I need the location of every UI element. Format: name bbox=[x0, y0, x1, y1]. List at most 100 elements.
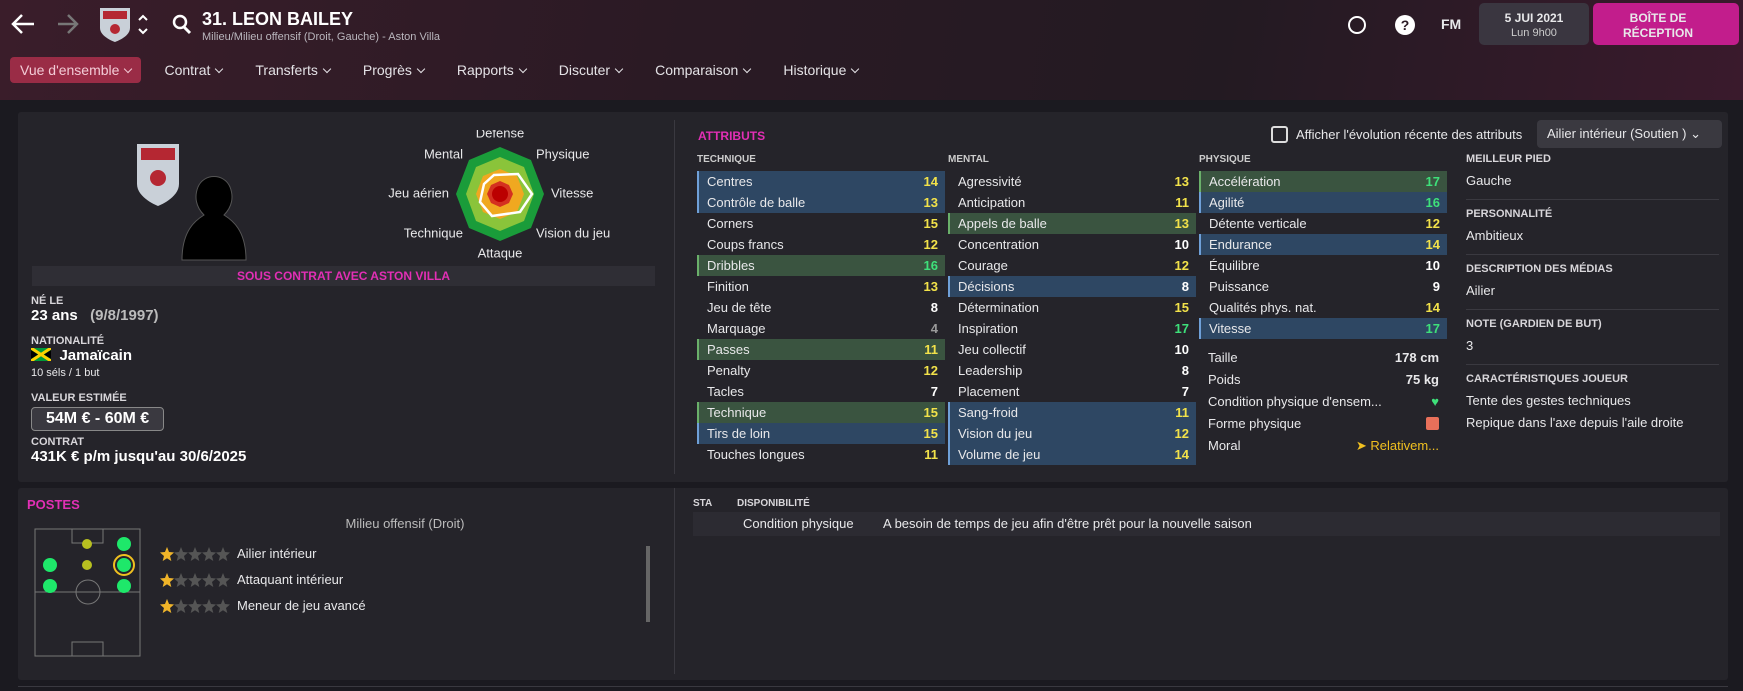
help-icon[interactable] bbox=[1395, 15, 1415, 35]
attribute-value: 14 bbox=[1174, 447, 1189, 462]
attribute-row: Appels de balle 13 bbox=[948, 213, 1196, 234]
physical-row: Poids 75 kg bbox=[1198, 369, 1446, 390]
nav-tab[interactable]: Transferts bbox=[245, 57, 340, 83]
attribute-name: Anticipation bbox=[958, 195, 1026, 210]
attribute-name: Corners bbox=[707, 216, 754, 231]
nav-tab[interactable]: Historique bbox=[773, 57, 868, 83]
physical-name: Condition physique d'ensem... bbox=[1208, 394, 1382, 409]
star-bg bbox=[216, 573, 230, 587]
attribute-name: Tirs de loin bbox=[707, 426, 771, 441]
attribute-name: Technique bbox=[707, 405, 767, 420]
attribute-row: Concentration 10 bbox=[948, 234, 1196, 255]
attribute-row: Marquage 4 bbox=[697, 318, 945, 339]
info-label: MEILLEUR PIED bbox=[1466, 153, 1551, 165]
attribute-name: Dribbles bbox=[707, 258, 755, 273]
attribute-value: 14 bbox=[923, 174, 938, 189]
attribute-name: Coups francs bbox=[707, 237, 784, 252]
nav-tab[interactable]: Comparaison bbox=[645, 57, 760, 83]
player-title: 31. LEON BAILEY bbox=[202, 9, 354, 29]
player-subtitle: Milieu/Milieu offensif (Droit, Gauche) -… bbox=[202, 31, 441, 43]
attribute-row: Vision du jeu 12 bbox=[948, 423, 1196, 444]
attribute-value: 10 bbox=[1425, 258, 1440, 273]
physical-row: Moral ➤ Relativem... bbox=[1198, 435, 1446, 456]
star-bg bbox=[202, 599, 216, 613]
attribute-name: Qualités phys. nat. bbox=[1209, 300, 1317, 315]
radar-shape bbox=[478, 172, 534, 218]
attribute-value: 11 bbox=[924, 447, 938, 462]
attribute-row: Qualités phys. nat. 14 bbox=[1199, 297, 1447, 318]
attribute-name: Jeu collectif bbox=[958, 342, 1026, 357]
attribute-value: 16 bbox=[923, 258, 938, 273]
attribute-value: 13 bbox=[1174, 216, 1189, 231]
star-bg bbox=[216, 547, 230, 561]
star-bg bbox=[188, 547, 202, 561]
attribute-row: Dribbles 16 bbox=[697, 255, 945, 276]
info-value: Ambitieux bbox=[1466, 228, 1524, 243]
attribute-value: 12 bbox=[1425, 216, 1440, 231]
physical-value: 178 cm bbox=[1394, 350, 1439, 365]
attribute-value: 13 bbox=[923, 279, 938, 294]
flag bbox=[30, 346, 52, 363]
attribute-row: Agressivité 13 bbox=[948, 171, 1196, 192]
attribute-value: 8 bbox=[930, 300, 938, 315]
attribute-row: Jeu collectif 10 bbox=[948, 339, 1196, 360]
attribute-name: Inspiration bbox=[958, 321, 1018, 336]
attribute-value: 12 bbox=[1174, 426, 1189, 441]
toggle[interactable]: Afficher l'évolution récente des attribu… bbox=[1271, 126, 1522, 143]
attribute-name: Penalty bbox=[707, 363, 751, 378]
role-label: Ailier intérieur (Soutien ) bbox=[1547, 126, 1687, 141]
physical-name: Moral bbox=[1208, 438, 1241, 453]
physical-row: Taille 178 cm bbox=[1198, 347, 1446, 368]
attributes-title: ATTRIBUTS bbox=[698, 129, 766, 143]
attribute-name: Puissance bbox=[1209, 279, 1269, 294]
nav-tab[interactable]: Rapports bbox=[447, 57, 536, 83]
star-bg bbox=[174, 547, 188, 561]
attribute-value: 7 bbox=[930, 384, 938, 399]
role-name: Attaquant intérieur bbox=[237, 572, 344, 587]
nav-tab[interactable]: Vue d'ensemble bbox=[10, 57, 142, 83]
attribute-name: Touches longues bbox=[707, 447, 805, 462]
header-tools: ? bbox=[1348, 15, 1415, 35]
role-name: Ailier intérieur bbox=[237, 546, 317, 561]
attribute-row: Accélération 17 bbox=[1199, 171, 1447, 192]
nav-tab[interactable]: Contrat bbox=[154, 57, 232, 83]
radar: Défense Physique Vitesse Vision du jeu Attaq… bbox=[388, 130, 610, 260]
physical-name: Poids bbox=[1208, 372, 1241, 387]
star-bg bbox=[174, 573, 188, 587]
radar-label: Physique bbox=[536, 146, 589, 161]
star-bg bbox=[174, 599, 188, 613]
inbox-button[interactable]: BOÎTE DE RÉCEPTION bbox=[1593, 3, 1739, 45]
radar-label: Mental bbox=[424, 146, 463, 161]
attribute-value: 15 bbox=[1174, 300, 1189, 315]
attribute-name: Passes bbox=[707, 342, 750, 357]
role-select[interactable]: Ailier intérieur (Soutien ) ⌄ bbox=[1537, 120, 1722, 148]
attribute-value: 14 bbox=[1425, 300, 1440, 315]
switch-player[interactable] bbox=[138, 14, 148, 35]
attribute-value: 15 bbox=[923, 426, 938, 441]
attribute-row: Penalty 12 bbox=[697, 360, 945, 381]
physical-name: Taille bbox=[1208, 350, 1238, 365]
search-icon[interactable] bbox=[172, 14, 188, 30]
attribute-row: Anticipation 11 bbox=[948, 192, 1196, 213]
info-label: CARACTÉRISTIQUES JOUEUR bbox=[1466, 373, 1628, 385]
date-box[interactable]: 5 JUI 2021 Lun 9h00 bbox=[1479, 3, 1589, 45]
nav-tab[interactable]: Discuter bbox=[549, 57, 632, 83]
back-arrow[interactable] bbox=[11, 14, 34, 34]
nav-tab[interactable]: Progrès bbox=[353, 57, 434, 83]
physical-name: Forme physique bbox=[1208, 416, 1302, 431]
attribute-value: 17 bbox=[1425, 321, 1440, 336]
star bbox=[160, 599, 174, 613]
physical-row: Forme physique bbox=[1198, 413, 1446, 434]
checkbox[interactable] bbox=[1271, 126, 1288, 143]
attribute-row: Détente verticale 12 bbox=[1199, 213, 1447, 234]
portrait-radar: Défense Physique Vitesse Vision du jeu Attaq… bbox=[137, 130, 610, 261]
attribute-value: 11 bbox=[924, 342, 938, 357]
fm-button[interactable]: FM bbox=[1441, 16, 1462, 32]
globe-icon[interactable] bbox=[1348, 16, 1366, 34]
attribute-name: Tacles bbox=[707, 384, 744, 399]
physical-value bbox=[1426, 417, 1439, 430]
forward-arrow[interactable] bbox=[58, 14, 79, 34]
attribute-value: 11 bbox=[1175, 195, 1189, 210]
attribute-name: Agilité bbox=[1209, 195, 1245, 210]
column-header: MENTAL bbox=[948, 154, 989, 165]
